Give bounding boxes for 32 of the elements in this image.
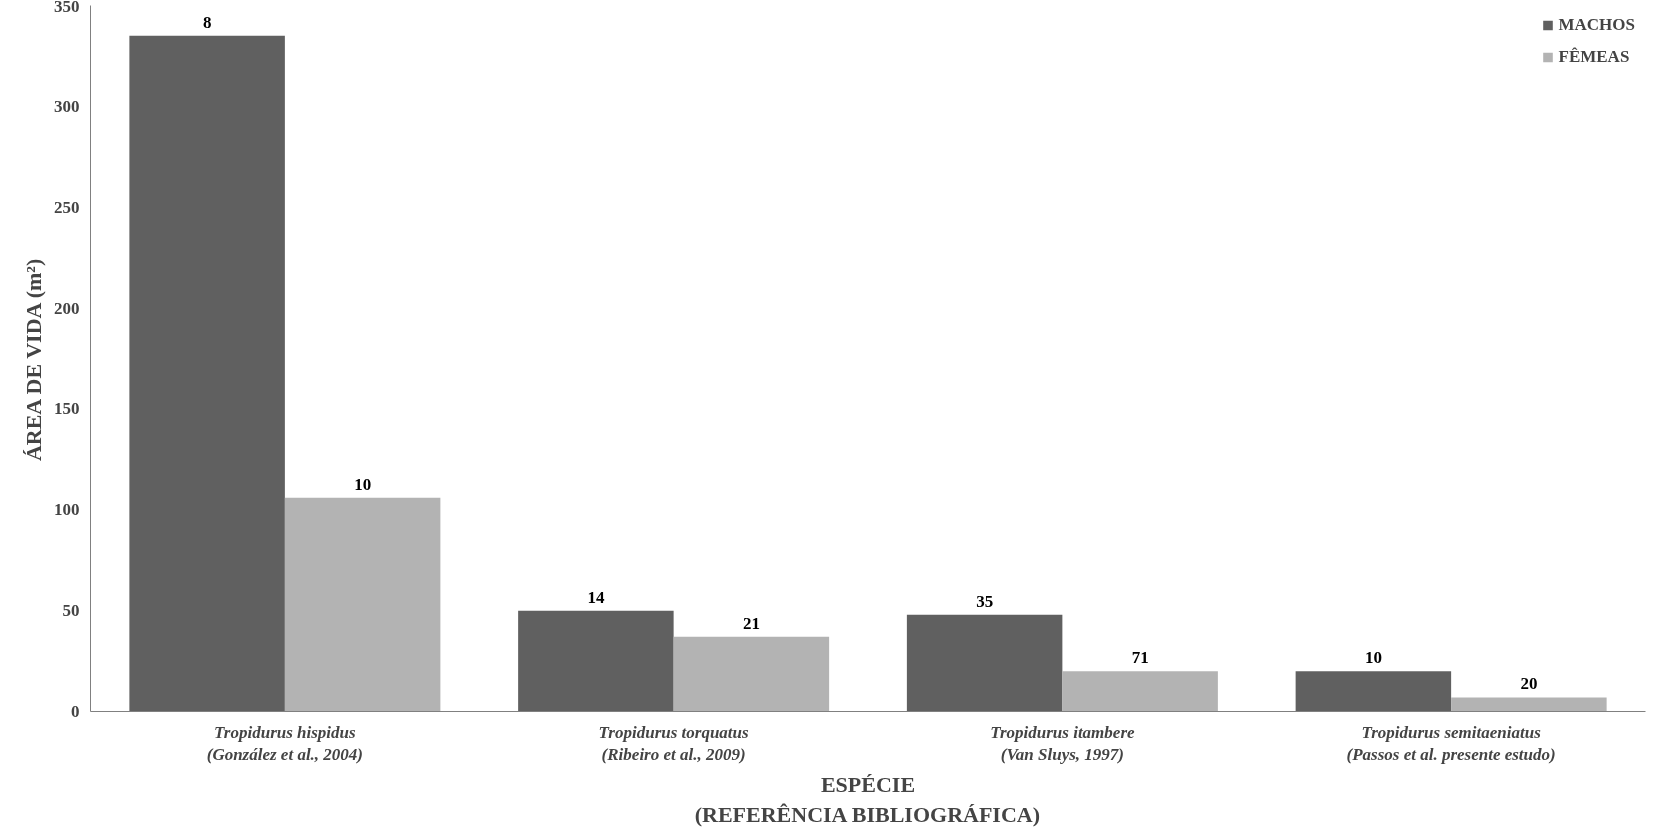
y-tick-label: 200 xyxy=(54,298,80,318)
x-axis-title: ESPÉCIE (REFERÊNCIA BIBLIOGRÁFICA) xyxy=(694,772,1041,828)
bar xyxy=(906,614,1063,712)
annotation: 20 xyxy=(1520,674,1538,694)
legend-label: FÊMEAS xyxy=(1558,47,1630,67)
bar xyxy=(1451,697,1607,712)
x-tick-label: Tropidurus itambere (Van Sluys, 1997) xyxy=(990,722,1136,765)
annotation: 14 xyxy=(587,587,605,607)
annotation: 10 xyxy=(1364,648,1382,668)
bar xyxy=(1295,671,1452,712)
y-axis-title: ÁREA DE VIDA (m²) xyxy=(21,258,46,462)
y-tick-label: 50 xyxy=(62,601,80,621)
legend-label: MACHOS xyxy=(1558,15,1635,35)
annotation: 10 xyxy=(354,474,372,494)
bar xyxy=(284,497,441,712)
annotation: 21 xyxy=(742,613,760,633)
x-tick-label: Tropidurus semitaeniatus (Passos et al. presente estudo) xyxy=(1346,722,1556,765)
y-tick-label: 150 xyxy=(54,399,80,419)
bar xyxy=(518,610,674,712)
x-tick-label: Tropidurus hispidus (González et al., 2004) xyxy=(206,722,364,765)
y-tick-label: 250 xyxy=(54,197,80,217)
annotation: 35 xyxy=(976,591,994,611)
y-tick-label: 300 xyxy=(54,96,80,116)
annotation: 71 xyxy=(1131,648,1149,668)
y-tick-label: 0 xyxy=(71,702,80,721)
bar xyxy=(1062,671,1218,712)
bar xyxy=(673,636,830,712)
annotation: 8 xyxy=(202,12,212,32)
y-tick-label: 350 xyxy=(54,0,80,16)
bar xyxy=(129,35,285,712)
x-tick-label: Tropidurus torquatus (Ribeiro et al., 2009) xyxy=(598,722,750,765)
y-tick-label: 100 xyxy=(54,500,80,520)
